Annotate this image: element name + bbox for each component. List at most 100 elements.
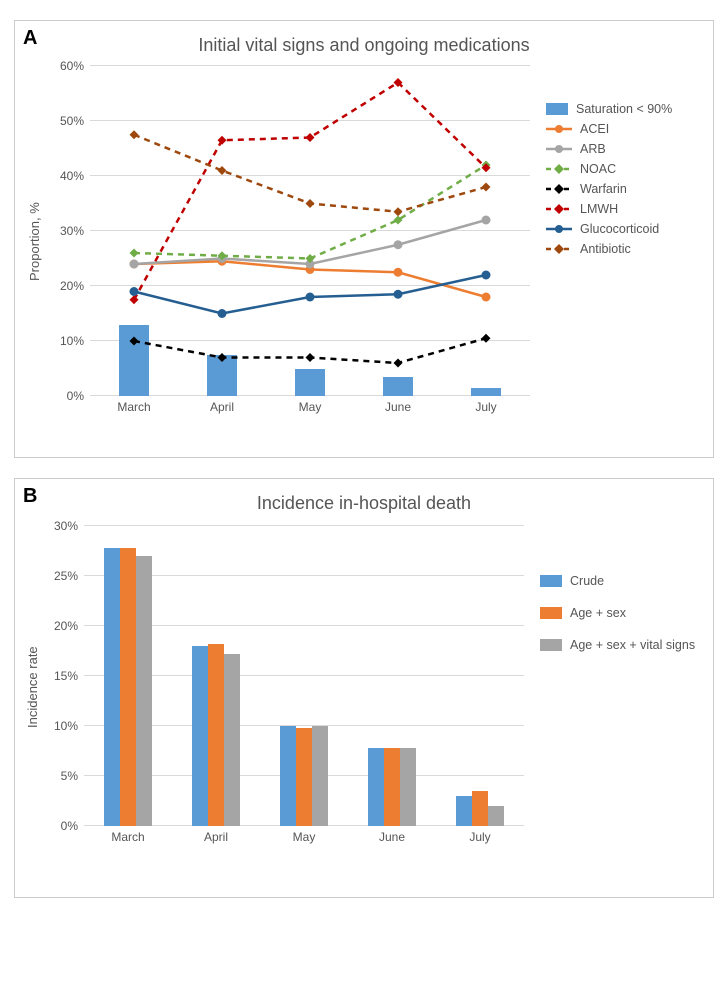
- x-tick-label: July: [469, 830, 490, 844]
- panel-a: A Initial vital signs and ongoing medica…: [14, 20, 714, 458]
- series-marker: [394, 290, 403, 299]
- series-marker: [482, 183, 491, 192]
- legend-label: ACEI: [580, 122, 609, 136]
- incidence-bar: [296, 728, 312, 826]
- y-tick-label: 30%: [54, 519, 84, 533]
- series-marker: [482, 216, 491, 225]
- panel-a-legend: Saturation < 90% ACEI ARB NOAC Warfarin LMWH G…: [530, 66, 713, 418]
- panel-b-plot-area: 0%5%10%15%20%25%30%: [84, 526, 524, 826]
- legend-swatch: [546, 162, 572, 176]
- series-marker: [306, 293, 315, 302]
- y-tick-label: 50%: [60, 114, 90, 128]
- y-tick-label: 0%: [61, 819, 84, 833]
- y-tick-label: 10%: [60, 334, 90, 348]
- legend-item: ARB: [546, 142, 705, 156]
- incidence-bar: [208, 644, 224, 826]
- incidence-bar: [488, 806, 504, 826]
- legend-swatch: [540, 639, 562, 651]
- incidence-bar: [472, 791, 488, 826]
- y-tick-label: 60%: [60, 59, 90, 73]
- legend-swatch: [546, 122, 572, 136]
- legend-item: LMWH: [546, 202, 705, 216]
- legend-item: Antibiotic: [546, 242, 705, 256]
- gridline: [84, 525, 524, 526]
- incidence-bar: [136, 556, 152, 826]
- x-tick-label: May: [299, 400, 322, 414]
- series-marker: [394, 359, 403, 368]
- legend-item: Glucocorticoid: [546, 222, 705, 236]
- x-tick-label: June: [385, 400, 411, 414]
- incidence-bar: [456, 796, 472, 826]
- x-tick-label: July: [475, 400, 496, 414]
- y-tick-label: 5%: [61, 769, 84, 783]
- legend-label: Age + sex + vital signs: [570, 638, 695, 652]
- legend-item: Saturation < 90%: [546, 102, 705, 116]
- panel-b-label: B: [23, 485, 37, 508]
- legend-item: Warfarin: [546, 182, 705, 196]
- x-tick-label: June: [379, 830, 405, 844]
- panel-a-title: Initial vital signs and ongoing medicati…: [15, 21, 713, 56]
- legend-item: Age + sex + vital signs: [540, 638, 705, 652]
- x-tick-label: March: [117, 400, 150, 414]
- panel-b-title: Incidence in-hospital death: [15, 479, 713, 514]
- incidence-bar: [384, 748, 400, 826]
- series-marker: [394, 268, 403, 277]
- incidence-bar: [368, 748, 384, 826]
- panel-a-lines: [90, 66, 530, 396]
- series-marker: [218, 309, 227, 318]
- incidence-bar: [104, 548, 120, 826]
- legend-label: NOAC: [580, 162, 616, 176]
- incidence-bar: [280, 726, 296, 826]
- incidence-bar: [224, 654, 240, 826]
- legend-label: Saturation < 90%: [576, 102, 672, 116]
- series-marker: [130, 287, 139, 296]
- x-tick-label: April: [210, 400, 234, 414]
- y-tick-label: 0%: [67, 389, 90, 403]
- series-marker: [482, 334, 491, 343]
- legend-label: Glucocorticoid: [580, 222, 659, 236]
- legend-swatch: [546, 103, 568, 115]
- legend-item: Age + sex: [540, 606, 705, 620]
- panel-a-x-labels: March April May June July: [90, 396, 530, 418]
- series-marker: [394, 207, 403, 216]
- series-line: [134, 165, 486, 259]
- panel-b: B Incidence in-hospital death Incidence …: [14, 478, 714, 898]
- legend-swatch: [546, 242, 572, 256]
- legend-label: Warfarin: [580, 182, 627, 196]
- y-tick-label: 20%: [54, 619, 84, 633]
- incidence-bar: [120, 548, 136, 826]
- panel-b-ylabel: Incidence rate: [23, 526, 46, 848]
- series-marker: [306, 133, 315, 142]
- legend-label: Age + sex: [570, 606, 626, 620]
- panel-b-x-labels: MarchAprilMayJuneJuly: [84, 826, 524, 848]
- panel-b-legend: Crude Age + sex Age + sex + vital signs: [524, 526, 713, 848]
- legend-swatch: [540, 575, 562, 587]
- legend-item: NOAC: [546, 162, 705, 176]
- series-marker: [218, 353, 227, 362]
- panel-b-plot: 0%5%10%15%20%25%30% MarchAprilMayJuneJul…: [84, 526, 524, 848]
- legend-item: ACEI: [546, 122, 705, 136]
- legend-label: ARB: [580, 142, 606, 156]
- series-marker: [130, 337, 139, 346]
- series-marker: [306, 353, 315, 362]
- incidence-bar: [192, 646, 208, 826]
- series-marker: [482, 271, 491, 280]
- y-tick-label: 30%: [60, 224, 90, 238]
- legend-swatch: [546, 202, 572, 216]
- series-marker: [130, 130, 139, 139]
- incidence-bar: [312, 726, 328, 826]
- series-marker: [482, 293, 491, 302]
- legend-swatch: [546, 182, 572, 196]
- legend-item: Crude: [540, 574, 705, 588]
- legend-swatch: [546, 222, 572, 236]
- panel-a-ylabel: Proportion, %: [25, 66, 48, 418]
- legend-swatch: [546, 142, 572, 156]
- y-tick-label: 40%: [60, 169, 90, 183]
- incidence-bar: [400, 748, 416, 826]
- legend-swatch: [540, 607, 562, 619]
- series-marker: [130, 249, 139, 258]
- legend-label: Crude: [570, 574, 604, 588]
- panel-a-plot-area: 0%10%20%30%40%50%60%: [90, 66, 530, 396]
- y-tick-label: 10%: [54, 719, 84, 733]
- y-tick-label: 20%: [60, 279, 90, 293]
